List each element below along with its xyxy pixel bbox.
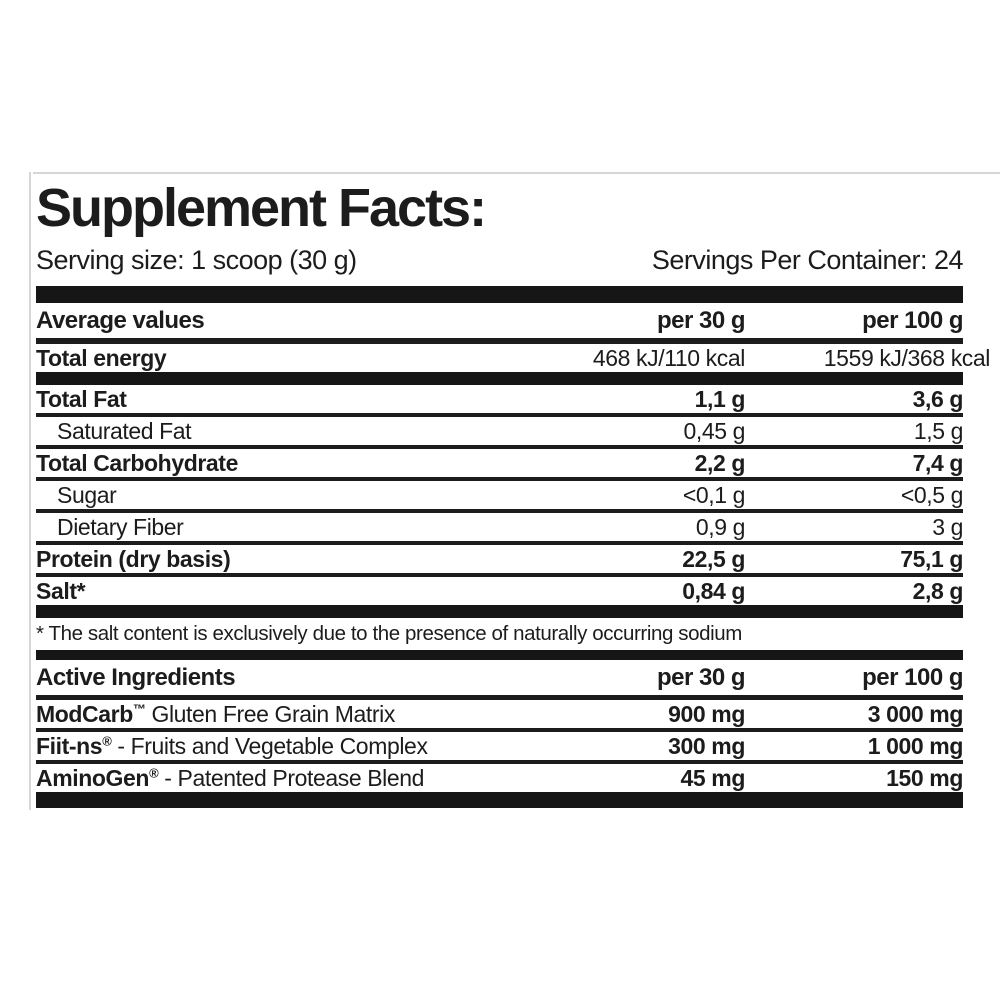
value-per-30g: 0,45 g bbox=[683, 418, 745, 445]
value-per-30g: 300 mg bbox=[668, 733, 745, 760]
value-per-100g: 75,1 g bbox=[900, 546, 963, 573]
ingredient-description: - Patented Protease Blend bbox=[158, 765, 425, 792]
left-edge-hairline bbox=[29, 172, 31, 810]
value-per-30g: 1,1 g bbox=[694, 386, 746, 413]
value-per-30g: 900 mg bbox=[668, 701, 745, 728]
page-title: Supplement Facts: bbox=[36, 178, 487, 238]
bottom-divider-bar bbox=[36, 792, 963, 809]
value-per-100g: <0,5 g bbox=[900, 482, 964, 509]
ingredient-label: Fiit-ns® - Fruits and Vegetable Complex bbox=[36, 733, 525, 759]
registered-symbol: ® bbox=[102, 733, 112, 749]
salt-footnote: * The salt content is exclusively due to… bbox=[36, 622, 742, 646]
table-row-total-fat: Total Fat 1,1 g 3,6 g bbox=[36, 385, 963, 413]
top-edge-hairline bbox=[33, 172, 1000, 174]
value-per-30g: 0,9 g bbox=[695, 514, 746, 541]
ingredient-name: Fiit-ns bbox=[36, 733, 103, 760]
value-per-100g: 1,5 g bbox=[913, 418, 964, 445]
table-row-saturated-fat: Saturated Fat 0,45 g 1,5 g bbox=[36, 417, 963, 445]
row-divider bbox=[36, 338, 963, 345]
row-divider bbox=[36, 477, 963, 482]
row-label: Dietary Fiber bbox=[57, 514, 184, 541]
table-row-modcarb: ModCarb™ Gluten Free Grain Matrix 900 mg… bbox=[36, 700, 963, 728]
value-per-30g: <0,1 g bbox=[682, 482, 746, 509]
row-label: Saturated Fat bbox=[57, 418, 192, 445]
value-per-100g: 3 g bbox=[932, 514, 963, 541]
servings-per-container-text: Servings Per Container: 24 bbox=[651, 245, 964, 276]
value-per-100g: 3,6 g bbox=[912, 386, 964, 413]
header-per-30g: per 30 g bbox=[656, 307, 746, 335]
label-content: Supplement Facts: Serving size: 1 scoop … bbox=[36, 178, 990, 809]
value-per-100g: 1559 kJ/368 kcal bbox=[823, 345, 991, 372]
ingredient-name: AminoGen bbox=[36, 765, 150, 792]
value-per-100g: 1 000 mg bbox=[867, 733, 964, 760]
serving-size-text: Serving size: 1 scoop (30 g) bbox=[36, 245, 357, 276]
header-per-30g: per 30 g bbox=[656, 664, 746, 692]
table-row-salt: Salt* 0,84 g 2,8 g bbox=[36, 577, 963, 605]
table-row-protein: Protein (dry basis) 22,5 g 75,1 g bbox=[36, 545, 963, 573]
header-average-values: Average values bbox=[36, 307, 205, 335]
table-row-dietary-fiber: Dietary Fiber 0,9 g 3 g bbox=[36, 513, 963, 541]
row-divider bbox=[36, 695, 963, 701]
row-label: Total Fat bbox=[36, 386, 127, 413]
value-per-30g: 45 mg bbox=[680, 765, 746, 792]
section-divider-bar bbox=[36, 372, 963, 386]
ingredient-label: ModCarb™ Gluten Free Grain Matrix bbox=[36, 701, 525, 727]
row-label: Salt* bbox=[36, 578, 86, 605]
main-table-header: Average values per 30 g per 100 g bbox=[36, 303, 964, 338]
ingredient-label: AminoGen® - Patented Protease Blend bbox=[36, 765, 525, 791]
section-divider-bar bbox=[36, 286, 963, 304]
row-divider bbox=[36, 445, 963, 450]
ingredient-description: - Fruits and Vegetable Complex bbox=[111, 733, 428, 760]
header-per-100g: per 100 g bbox=[862, 307, 963, 335]
value-per-100g: 3 000 mg bbox=[867, 701, 964, 728]
table-row-fiit-ns: Fiit-ns® - Fruits and Vegetable Complex … bbox=[36, 732, 963, 760]
ingredient-name: ModCarb bbox=[36, 701, 133, 728]
registered-symbol: ® bbox=[149, 765, 159, 781]
serving-info-row: Serving size: 1 scoop (30 g) Servings Pe… bbox=[36, 245, 964, 276]
row-label: Total energy bbox=[36, 345, 167, 372]
section-divider-bar bbox=[36, 650, 963, 661]
table-row-total-energy: Total energy 468 kJ/110 kcal 1559 kJ/368… bbox=[36, 344, 990, 372]
row-divider bbox=[36, 573, 963, 578]
value-per-30g: 2,2 g bbox=[694, 450, 746, 477]
row-label: Protein (dry basis) bbox=[36, 546, 231, 573]
ingredient-description: Gluten Free Grain Matrix bbox=[145, 701, 395, 728]
value-per-30g: 468 kJ/110 kcal bbox=[592, 345, 746, 372]
table-row-aminogen: AminoGen® - Patented Protease Blend 45 m… bbox=[36, 764, 963, 792]
row-label: Sugar bbox=[57, 482, 117, 509]
row-label: Total Carbohydrate bbox=[36, 450, 238, 477]
value-per-30g: 0,84 g bbox=[682, 578, 745, 605]
value-per-30g: 22,5 g bbox=[682, 546, 745, 573]
section-divider-bar bbox=[36, 605, 963, 619]
trademark-symbol: ™ bbox=[132, 701, 146, 717]
table-row-total-carbohydrate: Total Carbohydrate 2,2 g 7,4 g bbox=[36, 449, 963, 477]
header-per-100g: per 100 g bbox=[862, 664, 963, 692]
row-divider bbox=[36, 541, 963, 546]
row-divider bbox=[36, 509, 963, 514]
value-per-100g: 7,4 g bbox=[912, 450, 964, 477]
active-ingredients-header: Active Ingredients per 30 g per 100 g bbox=[36, 660, 964, 695]
header-active-ingredients: Active Ingredients bbox=[36, 664, 236, 692]
value-per-100g: 2,8 g bbox=[912, 578, 964, 605]
value-per-100g: 150 mg bbox=[886, 765, 963, 792]
row-divider bbox=[36, 413, 963, 418]
table-row-sugar: Sugar <0,1 g <0,5 g bbox=[36, 481, 963, 509]
row-divider bbox=[36, 728, 963, 733]
row-divider bbox=[36, 760, 963, 765]
